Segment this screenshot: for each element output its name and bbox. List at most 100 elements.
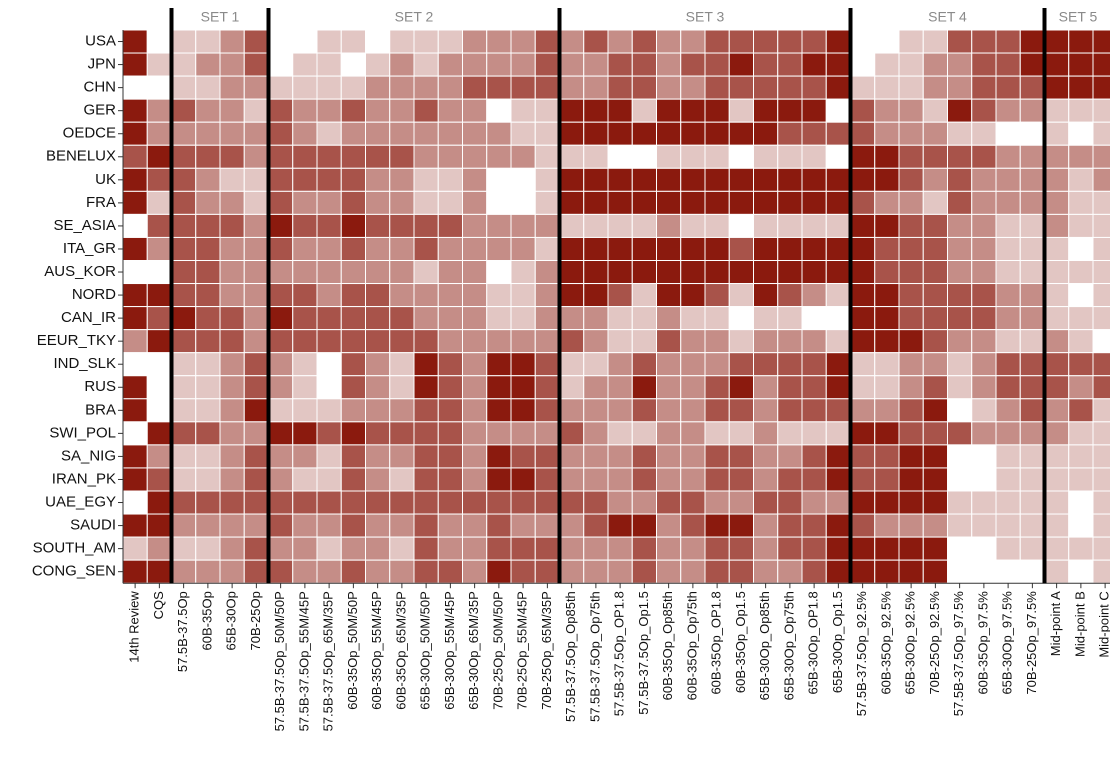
col-label: 60B-35Op_92.5% [878, 591, 893, 695]
heat-cell [413, 536, 439, 561]
heat-cell [365, 490, 391, 515]
heat-cell [122, 421, 148, 446]
heat-cell [534, 283, 560, 308]
heat-cell [850, 444, 876, 469]
heat-cell [486, 467, 512, 492]
heat-cell [1068, 283, 1094, 308]
heat-cell [1092, 490, 1110, 515]
heat-cell [365, 559, 391, 584]
heat-cell [777, 52, 803, 77]
heat-cell [340, 375, 366, 400]
heat-cell [753, 121, 779, 146]
heat-cell [1044, 375, 1070, 400]
heat-cell [971, 190, 997, 215]
heat-cell [146, 144, 172, 169]
heat-cell [243, 398, 269, 423]
heat-cell [1068, 190, 1094, 215]
heat-cell [219, 213, 245, 238]
col-label: 60B-35Op_Op1.5 [733, 591, 748, 693]
heat-cell [850, 306, 876, 331]
heat-cell [825, 444, 851, 469]
heat-cell [365, 236, 391, 261]
heat-cell [898, 421, 924, 446]
heat-cell [316, 121, 342, 146]
heat-cell [583, 352, 609, 377]
heat-cell [656, 236, 682, 261]
heat-cell [607, 236, 633, 261]
heat-cell [365, 213, 391, 238]
heat-cell [995, 467, 1021, 492]
heat-cell [971, 375, 997, 400]
heat-cell [607, 213, 633, 238]
col-label: 60B-35Op_50M/50P [345, 591, 360, 710]
heat-cell [656, 467, 682, 492]
heat-cell [850, 536, 876, 561]
heat-cell [680, 536, 706, 561]
row-label: ITA_GR [63, 240, 116, 257]
heat-cell [777, 167, 803, 192]
set-label: SET 2 [395, 9, 434, 25]
heat-cell [559, 75, 585, 100]
heat-cell [607, 536, 633, 561]
heat-cell [1068, 490, 1094, 515]
heat-cell [850, 283, 876, 308]
heat-cell [559, 513, 585, 538]
heat-cell [947, 213, 973, 238]
heat-cell [704, 283, 730, 308]
heat-cell [631, 98, 657, 123]
heat-cell [995, 513, 1021, 538]
heat-cell [340, 398, 366, 423]
heat-cell [922, 213, 948, 238]
heat-cell [219, 167, 245, 192]
heat-cell [728, 536, 754, 561]
col-label: 65B-30Op_65M/35P [466, 591, 481, 710]
heat-cell [292, 398, 318, 423]
col-label: 14th Review [127, 591, 142, 663]
heat-cell [365, 144, 391, 169]
heat-cell [316, 467, 342, 492]
heat-cell [1092, 559, 1110, 584]
heat-cell [171, 98, 197, 123]
col-label: 60B-35Op_97.5% [975, 591, 990, 695]
heat-cell [413, 467, 439, 492]
heat-cell [486, 190, 512, 215]
heat-cell [704, 306, 730, 331]
heat-cell [146, 398, 172, 423]
heat-cell [365, 167, 391, 192]
heat-cell [704, 213, 730, 238]
heat-cell [437, 167, 463, 192]
col-label: 65B-30Op_Op1.5 [830, 591, 845, 693]
heat-cell [437, 98, 463, 123]
heat-cell [171, 513, 197, 538]
heat-cell [1068, 398, 1094, 423]
heat-cell [607, 490, 633, 515]
heat-cell [510, 167, 536, 192]
heat-cell [486, 513, 512, 538]
heat-cell [316, 236, 342, 261]
heat-cell [292, 329, 318, 354]
heat-cell [680, 283, 706, 308]
heat-cell [146, 559, 172, 584]
heat-cell [268, 490, 294, 515]
heat-cell [219, 75, 245, 100]
heat-cell [413, 490, 439, 515]
heat-cell [462, 513, 488, 538]
heat-cell [340, 190, 366, 215]
heat-cell [607, 467, 633, 492]
heat-cell [292, 260, 318, 285]
heat-cell [559, 306, 585, 331]
heat-cell [971, 467, 997, 492]
heat-cell [728, 490, 754, 515]
heat-cell [462, 75, 488, 100]
heat-cell [195, 167, 221, 192]
heat-cell [583, 536, 609, 561]
heat-cell [1019, 513, 1045, 538]
heat-cell [195, 421, 221, 446]
heat-cell [801, 467, 827, 492]
heat-cell [1044, 513, 1070, 538]
heat-cell [680, 398, 706, 423]
heat-cell [413, 352, 439, 377]
heat-cell [219, 306, 245, 331]
heat-cell [365, 306, 391, 331]
heat-cell [728, 421, 754, 446]
